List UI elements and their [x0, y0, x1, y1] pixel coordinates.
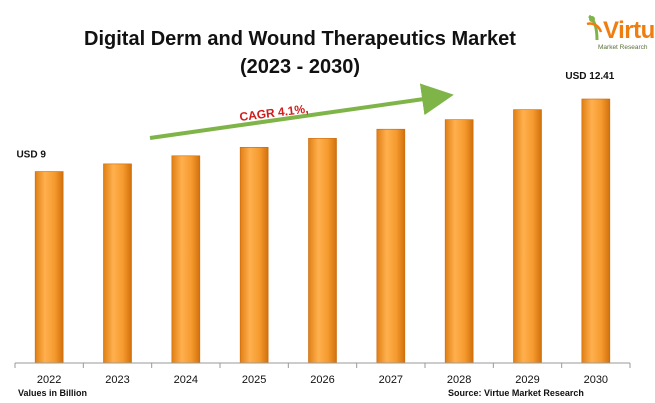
source-note: Source: Virtue Market Research [448, 388, 584, 398]
x-tick-label: 2030 [584, 374, 608, 386]
bar-2027 [376, 128, 406, 364]
data-label-2030: USD 12.41 [565, 71, 614, 82]
bar-2023 [103, 163, 132, 364]
x-tick-label: 2024 [174, 374, 198, 386]
cagr-arrow [149, 83, 454, 140]
chart-subtitle: (2023 - 2030) [239, 56, 361, 78]
chart-title: Digital Derm and Wound Therapeutics Mark… [84, 28, 516, 50]
x-tick-label: 2025 [242, 374, 266, 386]
logo-wordmark: Virtue [603, 17, 655, 44]
bar-2028 [444, 119, 474, 364]
logo-subtitle: Market Research [598, 44, 648, 51]
x-tick-label: 2029 [515, 374, 539, 386]
bar-2024 [171, 155, 201, 364]
bar-2030 [581, 98, 611, 364]
data-label-2022: USD 9 [16, 150, 46, 161]
bar-2022 [34, 171, 64, 364]
x-tick-label: 2023 [105, 374, 129, 386]
units-note: Values in Billion [18, 388, 88, 398]
x-tick-label: 2028 [447, 374, 471, 386]
virtue-logo-icon [586, 14, 603, 41]
x-tick-label: 2022 [37, 374, 61, 386]
bar-2029 [513, 109, 542, 364]
x-tick-label: 2026 [310, 374, 334, 386]
bar-2025 [239, 146, 269, 364]
x-tick-label: 2027 [379, 374, 403, 386]
bar-2026 [308, 138, 337, 364]
